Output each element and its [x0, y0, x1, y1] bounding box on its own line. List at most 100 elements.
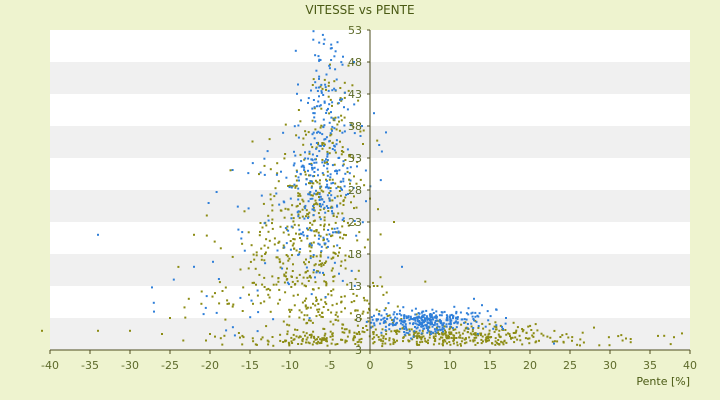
data-point	[404, 323, 407, 326]
data-point	[442, 339, 444, 342]
data-point	[322, 207, 325, 210]
data-point	[258, 234, 261, 237]
data-point	[443, 339, 446, 341]
data-point	[485, 337, 488, 340]
data-point	[306, 306, 309, 309]
data-point	[435, 317, 438, 320]
data-point	[320, 205, 322, 208]
data-point	[279, 339, 282, 342]
data-point	[608, 344, 611, 347]
data-point	[297, 215, 300, 218]
data-point	[449, 323, 452, 326]
data-point	[317, 212, 320, 215]
data-point	[279, 333, 282, 336]
data-point	[384, 307, 387, 310]
data-point	[317, 302, 320, 305]
data-point	[309, 306, 312, 309]
data-point	[334, 89, 337, 92]
data-point	[382, 337, 385, 340]
data-point	[396, 305, 399, 308]
data-point	[271, 209, 274, 212]
y-tick-label: 28	[348, 184, 362, 197]
data-point	[488, 339, 490, 342]
data-point	[371, 337, 374, 340]
data-point	[341, 63, 344, 66]
data-point	[412, 335, 415, 338]
data-point	[318, 198, 321, 201]
data-point	[330, 128, 333, 131]
data-point	[298, 273, 301, 276]
data-point	[303, 284, 306, 287]
data-point	[312, 38, 315, 41]
data-point	[319, 338, 322, 341]
data-point	[290, 217, 293, 220]
data-point	[394, 316, 397, 319]
data-point	[336, 227, 339, 230]
data-point	[308, 174, 310, 177]
data-point	[326, 163, 329, 166]
data-point	[455, 312, 458, 315]
data-point	[228, 302, 230, 305]
data-point	[431, 316, 434, 319]
data-point	[340, 310, 343, 313]
data-point	[313, 219, 316, 222]
data-point	[200, 290, 203, 293]
data-point	[358, 338, 361, 341]
data-point	[425, 327, 428, 330]
data-point	[376, 139, 379, 142]
data-point	[334, 319, 337, 321]
data-point	[275, 173, 278, 176]
data-point	[325, 260, 328, 263]
data-point	[458, 336, 461, 339]
data-point	[384, 342, 387, 345]
data-point	[320, 107, 323, 110]
data-point	[438, 318, 441, 321]
data-point	[344, 307, 346, 310]
data-point	[344, 196, 347, 199]
data-point	[295, 134, 298, 137]
data-point	[249, 316, 252, 319]
data-point	[311, 197, 314, 200]
data-point	[280, 170, 282, 173]
data-point	[551, 340, 554, 343]
data-point	[344, 341, 347, 344]
data-point	[472, 318, 475, 320]
data-point	[241, 334, 244, 337]
data-point	[366, 238, 369, 241]
data-point	[326, 153, 329, 156]
data-point	[309, 180, 312, 183]
data-point	[322, 126, 325, 129]
data-point	[322, 236, 325, 239]
data-point	[327, 207, 329, 209]
data-point	[353, 103, 356, 106]
data-point	[420, 317, 423, 320]
data-point	[375, 308, 378, 311]
data-point	[327, 84, 330, 87]
data-point	[492, 327, 495, 330]
data-point	[495, 341, 498, 344]
data-point	[334, 68, 337, 71]
data-point	[413, 331, 416, 334]
data-point	[341, 327, 344, 330]
data-point	[393, 311, 396, 314]
data-point	[219, 337, 222, 340]
data-point	[418, 312, 421, 315]
data-point	[429, 333, 432, 335]
data-point	[334, 231, 337, 234]
data-point	[296, 170, 298, 173]
data-point	[335, 143, 338, 146]
data-point	[332, 231, 334, 234]
data-point	[287, 259, 290, 262]
data-point	[353, 195, 355, 198]
data-point	[347, 193, 349, 195]
data-point	[313, 171, 316, 173]
data-point	[521, 328, 524, 330]
data-point	[315, 146, 318, 149]
data-point	[324, 86, 327, 89]
data-point	[330, 43, 333, 46]
data-point	[410, 328, 413, 331]
data-point	[417, 320, 420, 323]
data-point	[299, 120, 302, 123]
